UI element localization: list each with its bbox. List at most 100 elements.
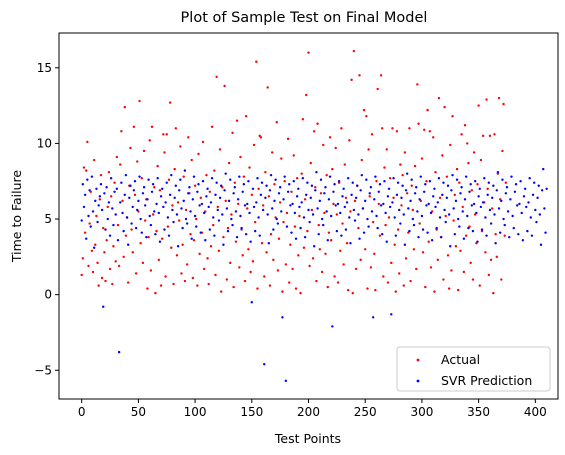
point-actual xyxy=(219,290,223,293)
point-actual xyxy=(242,175,246,178)
point-actual xyxy=(293,225,297,228)
point-svr-prediction xyxy=(521,239,525,242)
point-actual xyxy=(116,223,120,227)
point-actual xyxy=(466,142,469,145)
point-actual xyxy=(213,169,216,172)
point-svr-prediction xyxy=(249,240,252,243)
point-actual xyxy=(187,136,190,139)
point-svr-prediction xyxy=(224,172,227,175)
point-actual xyxy=(175,254,179,257)
point-svr-prediction xyxy=(470,204,474,207)
point-svr-prediction xyxy=(326,239,329,242)
point-svr-prediction xyxy=(334,204,337,207)
point-actual xyxy=(436,258,439,262)
point-svr-prediction xyxy=(133,180,137,183)
point-svr-prediction xyxy=(344,228,348,231)
legend-marker-actual xyxy=(416,358,420,362)
point-svr-prediction xyxy=(339,211,342,215)
point-actual xyxy=(249,270,252,274)
point-actual xyxy=(403,151,407,154)
point-actual xyxy=(418,222,421,225)
point-actual xyxy=(102,226,105,230)
point-svr-prediction xyxy=(266,213,269,216)
point-svr-prediction xyxy=(244,232,248,236)
point-actual xyxy=(314,186,317,189)
point-svr-prediction xyxy=(468,190,471,193)
point-svr-prediction xyxy=(331,325,334,328)
point-svr-prediction xyxy=(166,216,170,219)
point-actual xyxy=(326,285,329,289)
point-actual xyxy=(241,254,244,257)
point-actual xyxy=(251,260,255,263)
point-actual xyxy=(248,166,251,169)
point-actual xyxy=(82,166,86,169)
point-svr-prediction xyxy=(248,211,251,215)
point-svr-prediction xyxy=(286,190,290,193)
point-actual xyxy=(306,229,309,233)
point-svr-prediction xyxy=(536,196,539,200)
point-svr-prediction xyxy=(149,223,153,227)
point-svr-prediction xyxy=(233,186,236,189)
point-svr-prediction xyxy=(528,176,531,180)
point-actual xyxy=(291,267,294,271)
point-actual xyxy=(230,213,233,216)
point-svr-prediction xyxy=(480,228,484,231)
point-actual xyxy=(294,287,298,290)
point-actual xyxy=(354,267,358,271)
point-actual xyxy=(309,161,312,165)
point-svr-prediction xyxy=(509,198,512,201)
point-actual xyxy=(254,220,257,224)
point-actual xyxy=(212,223,215,227)
point-actual xyxy=(224,199,227,203)
point-actual xyxy=(353,199,357,203)
point-svr-prediction xyxy=(86,178,89,181)
point-actual xyxy=(451,114,454,118)
point-actual xyxy=(140,176,143,180)
point-actual xyxy=(388,176,392,180)
point-actual xyxy=(148,139,151,142)
point-actual xyxy=(246,207,249,210)
point-svr-prediction xyxy=(463,198,467,201)
point-actual xyxy=(191,276,195,280)
point-svr-prediction xyxy=(525,205,528,209)
point-svr-prediction xyxy=(202,211,206,215)
point-actual xyxy=(264,170,267,174)
point-actual xyxy=(123,105,126,109)
point-svr-prediction xyxy=(384,211,387,215)
point-svr-prediction xyxy=(274,178,277,181)
point-svr-prediction xyxy=(381,232,384,236)
point-svr-prediction xyxy=(532,181,536,184)
point-actual xyxy=(218,148,222,151)
point-actual xyxy=(158,189,162,192)
point-svr-prediction xyxy=(227,199,231,203)
point-actual xyxy=(336,281,340,284)
point-svr-prediction xyxy=(518,202,521,206)
point-actual xyxy=(83,231,87,234)
point-svr-prediction xyxy=(199,231,202,234)
point-svr-prediction xyxy=(82,205,86,209)
point-actual xyxy=(339,249,342,252)
point-actual xyxy=(450,269,453,272)
point-actual xyxy=(210,125,214,128)
point-svr-prediction xyxy=(114,213,117,216)
point-actual xyxy=(244,114,248,118)
point-actual xyxy=(147,235,150,239)
point-svr-prediction xyxy=(85,237,88,240)
point-actual xyxy=(410,184,413,187)
point-svr-prediction xyxy=(332,190,335,193)
point-actual xyxy=(269,232,273,236)
point-actual xyxy=(167,178,171,181)
point-svr-prediction xyxy=(328,175,332,178)
point-actual xyxy=(319,192,323,195)
legend: Actual SVR Prediction xyxy=(396,346,551,392)
point-svr-prediction xyxy=(231,223,234,227)
point-actual xyxy=(268,284,272,287)
point-svr-prediction xyxy=(232,192,235,195)
point-actual xyxy=(201,140,205,144)
point-actual xyxy=(278,201,282,204)
point-actual xyxy=(255,60,258,63)
point-actual xyxy=(126,281,130,284)
point-actual xyxy=(198,252,201,256)
point-actual xyxy=(332,202,335,206)
point-actual xyxy=(104,279,107,283)
